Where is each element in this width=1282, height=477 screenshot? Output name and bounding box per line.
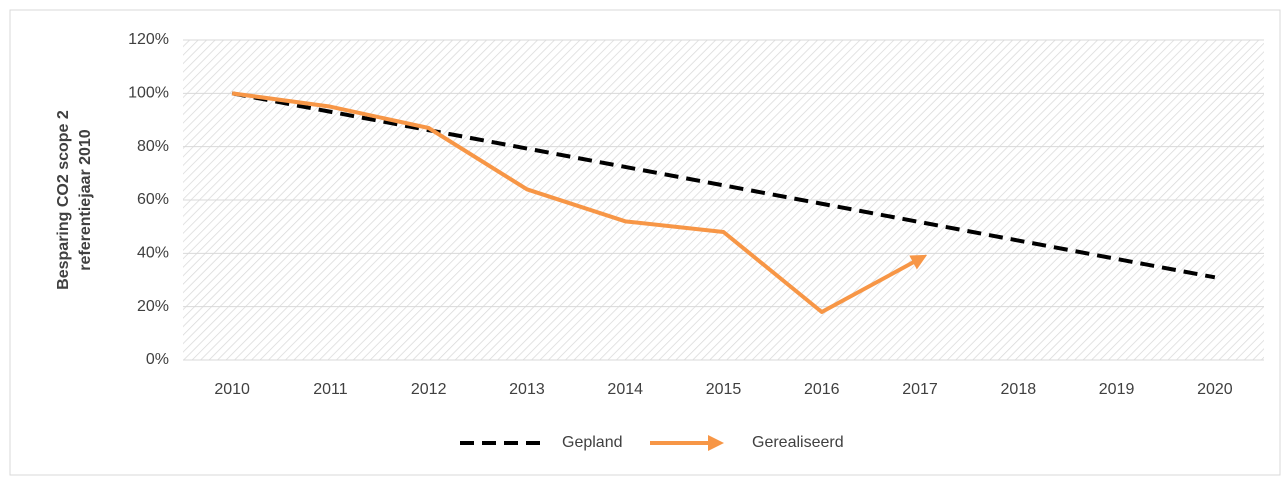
y-tick-label: 100% — [128, 85, 169, 102]
x-tick-label: 2014 — [607, 381, 643, 398]
x-tick-label: 2010 — [214, 381, 250, 398]
x-tick-label: 2020 — [1197, 381, 1233, 398]
series-line — [231, 91, 928, 314]
x-tick-label: 2012 — [411, 381, 447, 398]
legend-label: Gepland — [562, 434, 623, 451]
x-tick-label: 2017 — [902, 381, 938, 398]
y-tick-label: 20% — [137, 298, 169, 315]
y-tick-label: 80% — [137, 138, 169, 155]
x-tick-label: 2018 — [1001, 381, 1037, 398]
y-tick-label: 0% — [146, 351, 169, 368]
x-tick-label: 2015 — [706, 381, 742, 398]
y-tick-label: 60% — [137, 191, 169, 208]
y-axis-label: referentiejaar 2010 — [77, 129, 94, 271]
series-line — [231, 91, 1216, 280]
x-tick-label: 2011 — [313, 381, 348, 398]
x-tick-label: 2013 — [509, 381, 545, 398]
y-axis-label: Besparing CO2 scope 2 — [55, 110, 72, 290]
legend-label: Gerealiseerd — [752, 434, 844, 451]
x-tick-label: 2016 — [804, 381, 840, 398]
x-tick-label: 2019 — [1099, 381, 1135, 398]
y-tick-label: 120% — [128, 31, 169, 48]
y-tick-label: 40% — [137, 245, 169, 262]
